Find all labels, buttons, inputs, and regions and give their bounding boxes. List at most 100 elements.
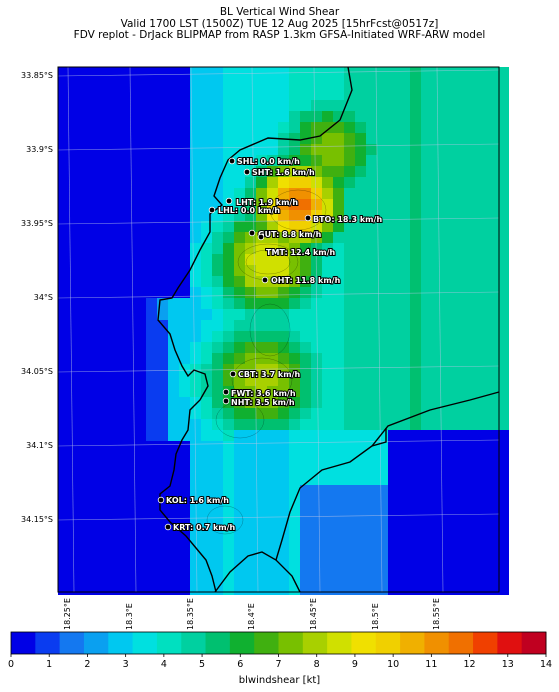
shear-cell bbox=[278, 485, 289, 496]
shear-cell bbox=[432, 386, 443, 397]
shear-cell bbox=[487, 298, 498, 309]
shear-cell bbox=[113, 298, 124, 309]
shear-cell bbox=[421, 320, 432, 331]
coastline-inlet bbox=[371, 428, 387, 447]
shear-cell bbox=[179, 331, 190, 342]
shear-cell bbox=[377, 265, 388, 276]
shear-cell bbox=[179, 287, 190, 298]
shear-cell bbox=[498, 254, 509, 265]
shear-cell bbox=[333, 408, 344, 419]
shear-cell bbox=[179, 232, 190, 243]
shear-cell bbox=[432, 331, 443, 342]
shear-cell bbox=[69, 507, 80, 518]
shear-cell bbox=[168, 133, 179, 144]
shear-cell bbox=[91, 430, 102, 441]
shear-cell bbox=[168, 276, 179, 287]
shear-cell bbox=[157, 89, 168, 100]
shear-cell bbox=[58, 474, 69, 485]
shear-cell bbox=[80, 441, 91, 452]
shear-cell bbox=[69, 386, 80, 397]
shear-cell bbox=[157, 485, 168, 496]
shear-cell bbox=[113, 463, 124, 474]
shear-cell bbox=[476, 529, 487, 540]
shear-cell bbox=[476, 177, 487, 188]
shear-cell bbox=[267, 89, 278, 100]
shear-cell bbox=[58, 342, 69, 353]
shear-cell bbox=[377, 243, 388, 254]
shear-cell bbox=[432, 199, 443, 210]
shear-cell bbox=[146, 518, 157, 529]
colorbar-tick-label: 12 bbox=[463, 659, 476, 670]
shear-cell bbox=[355, 529, 366, 540]
shear-cell bbox=[223, 166, 234, 177]
shear-cell bbox=[157, 144, 168, 155]
shear-cell bbox=[300, 463, 311, 474]
shear-cell bbox=[58, 441, 69, 452]
shear-cell bbox=[267, 78, 278, 89]
shear-cell bbox=[124, 463, 135, 474]
shear-cell bbox=[168, 452, 179, 463]
shear-cell bbox=[179, 375, 190, 386]
shear-cell bbox=[212, 78, 223, 89]
shear-cell bbox=[256, 518, 267, 529]
shear-cell bbox=[454, 122, 465, 133]
shear-cell bbox=[80, 67, 91, 78]
station-marker bbox=[157, 496, 165, 504]
shear-cell bbox=[465, 254, 476, 265]
shear-cell bbox=[498, 331, 509, 342]
shear-cell bbox=[487, 155, 498, 166]
shear-cell bbox=[278, 67, 289, 78]
shear-cell bbox=[234, 276, 245, 287]
shear-cell bbox=[487, 210, 498, 221]
shear-cell bbox=[278, 320, 289, 331]
shear-cell bbox=[300, 199, 311, 210]
shear-cell bbox=[399, 562, 410, 573]
shear-cell bbox=[69, 397, 80, 408]
shear-cell bbox=[124, 408, 135, 419]
shear-cell bbox=[465, 419, 476, 430]
shear-cell bbox=[355, 452, 366, 463]
shear-cell bbox=[322, 551, 333, 562]
shear-cell bbox=[300, 298, 311, 309]
shear-cell bbox=[124, 243, 135, 254]
shear-cell bbox=[80, 243, 91, 254]
shear-cell bbox=[245, 265, 256, 276]
shear-cell bbox=[344, 133, 355, 144]
shear-cell bbox=[245, 331, 256, 342]
shear-cell bbox=[267, 342, 278, 353]
shear-cell bbox=[344, 419, 355, 430]
shear-cell bbox=[234, 496, 245, 507]
shear-cell bbox=[157, 122, 168, 133]
shear-cell bbox=[168, 584, 179, 595]
shear-cell bbox=[421, 463, 432, 474]
shear-cell bbox=[267, 551, 278, 562]
shear-cell bbox=[168, 122, 179, 133]
shear-cell bbox=[432, 507, 443, 518]
latitude-label: 34.15°S bbox=[21, 515, 53, 524]
shear-cell bbox=[113, 573, 124, 584]
shear-cell bbox=[278, 397, 289, 408]
shear-cell bbox=[432, 78, 443, 89]
shear-cell bbox=[146, 452, 157, 463]
shear-cell bbox=[476, 584, 487, 595]
shear-cell bbox=[69, 485, 80, 496]
shear-cell bbox=[69, 89, 80, 100]
shear-cell bbox=[234, 89, 245, 100]
shear-cell bbox=[421, 100, 432, 111]
shear-cell bbox=[465, 408, 476, 419]
colorbar-swatch bbox=[521, 632, 547, 654]
shear-cell bbox=[465, 199, 476, 210]
shear-cell bbox=[311, 463, 322, 474]
shear-cell bbox=[476, 188, 487, 199]
shear-cell bbox=[58, 177, 69, 188]
shear-cell bbox=[124, 155, 135, 166]
shear-cell bbox=[168, 144, 179, 155]
shear-cell bbox=[465, 441, 476, 452]
shear-cell bbox=[355, 386, 366, 397]
shear-cell bbox=[135, 353, 146, 364]
shear-cell bbox=[201, 342, 212, 353]
shear-cell bbox=[69, 122, 80, 133]
shear-cell bbox=[344, 298, 355, 309]
shear-cell bbox=[289, 397, 300, 408]
shear-cell bbox=[377, 89, 388, 100]
